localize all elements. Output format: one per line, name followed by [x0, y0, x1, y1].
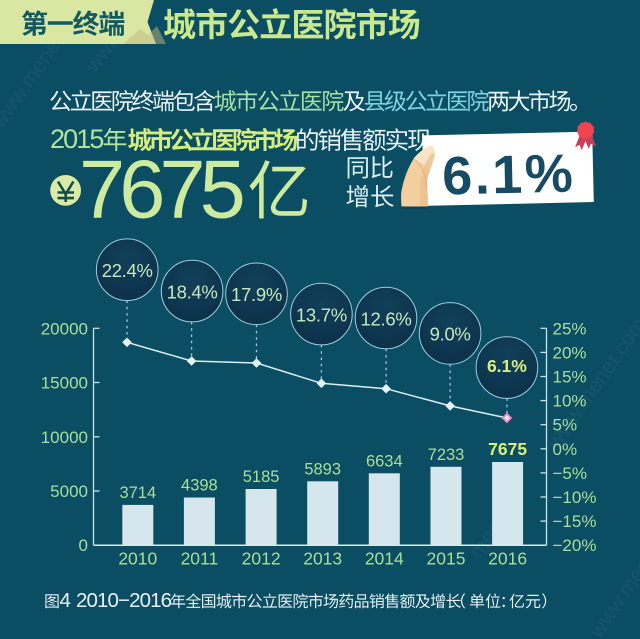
svg-text:4398: 4398: [181, 477, 218, 495]
svg-text:−5%: −5%: [553, 464, 588, 483]
svg-text:2013: 2013: [303, 549, 342, 569]
svg-text:2011: 2011: [181, 549, 219, 569]
svg-text:7675: 7675: [488, 439, 527, 459]
svg-text:2010−2016: 2010−2016: [76, 589, 172, 612]
svg-text:10%: 10%: [553, 392, 587, 411]
svg-text:4: 4: [60, 589, 71, 612]
svg-text:15000: 15000: [41, 374, 88, 393]
svg-text:6634: 6634: [366, 452, 403, 470]
svg-text:−15%: −15%: [553, 512, 597, 531]
svg-text:2016: 2016: [488, 549, 527, 569]
svg-text:20%: 20%: [553, 343, 587, 362]
svg-text:5893: 5893: [304, 460, 341, 478]
svg-text:7675: 7675: [79, 143, 243, 236]
svg-text:6.1%: 6.1%: [487, 356, 527, 376]
svg-text:13.7%: 13.7%: [296, 304, 347, 325]
svg-text:2012: 2012: [242, 549, 281, 569]
svg-text:9.0%: 9.0%: [430, 324, 471, 345]
svg-text:5185: 5185: [243, 468, 280, 486]
svg-text:18.4%: 18.4%: [167, 281, 218, 302]
svg-text:6.1%: 6.1%: [441, 143, 575, 206]
svg-text:25%: 25%: [553, 319, 587, 338]
svg-text:5%: 5%: [553, 416, 578, 435]
svg-text:22.4%: 22.4%: [102, 260, 153, 281]
svg-text:20000: 20000: [41, 319, 88, 338]
svg-text:−10%: −10%: [553, 488, 597, 507]
svg-text:0%: 0%: [553, 440, 578, 459]
svg-text:12.6%: 12.6%: [361, 308, 412, 329]
svg-text:2014: 2014: [365, 549, 404, 569]
svg-text:2015: 2015: [50, 124, 103, 154]
svg-text:5000: 5000: [50, 482, 88, 501]
svg-text:10000: 10000: [41, 428, 88, 447]
svg-text:15%: 15%: [553, 368, 587, 387]
svg-text:3714: 3714: [119, 484, 156, 502]
svg-text:0: 0: [79, 536, 88, 555]
svg-text:7233: 7233: [428, 446, 465, 464]
svg-text:2010: 2010: [118, 549, 157, 569]
svg-text:2015: 2015: [427, 549, 466, 569]
svg-text:17.9%: 17.9%: [231, 284, 282, 305]
svg-text:−20%: −20%: [553, 536, 597, 555]
